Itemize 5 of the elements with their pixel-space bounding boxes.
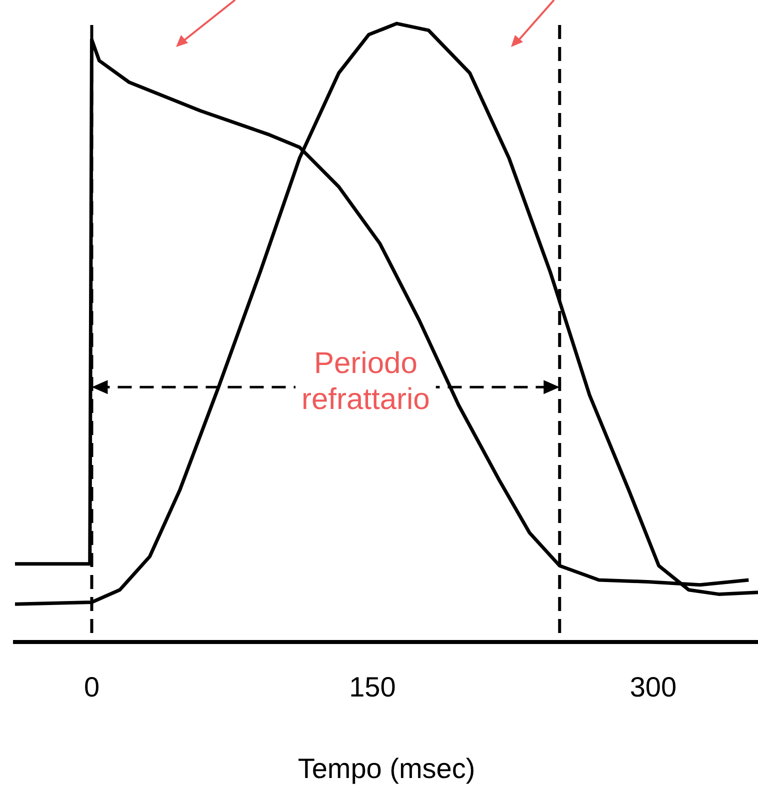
x-tick-label: 0 xyxy=(84,671,100,702)
annotation: Periodo refrattario xyxy=(301,347,430,416)
x-tick-label: 150 xyxy=(349,671,396,702)
x-tick-label: 300 xyxy=(630,671,677,702)
x-axis-title: Tempo (msec) xyxy=(298,752,476,784)
